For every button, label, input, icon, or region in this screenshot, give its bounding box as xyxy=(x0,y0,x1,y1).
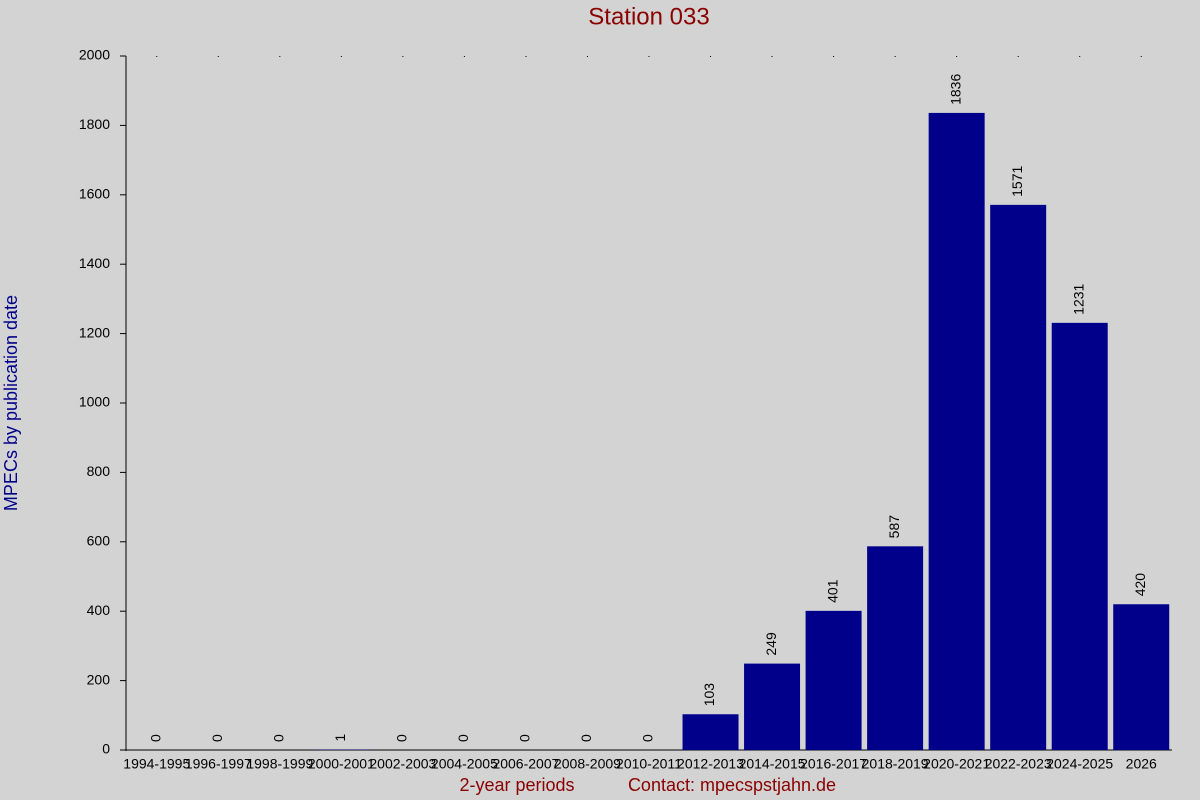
bar xyxy=(805,610,862,750)
value-label: 0 xyxy=(394,734,410,742)
y-axis-label: MPECs by publication date xyxy=(1,295,21,511)
bar xyxy=(1113,604,1170,750)
y-tick-label: 1800 xyxy=(79,116,110,132)
x-axis-label: 2-year periods xyxy=(459,775,574,795)
x-tick-label: 2012-2013 xyxy=(677,756,744,772)
value-label: 0 xyxy=(271,734,287,742)
bar xyxy=(682,714,739,750)
value-label: 0 xyxy=(147,734,163,742)
x-tick-label: 2026 xyxy=(1126,756,1157,772)
value-label: 103 xyxy=(701,683,717,707)
y-tick-label: 2000 xyxy=(79,47,110,63)
value-label: 1571 xyxy=(1009,166,1025,197)
y-tick-label: 0 xyxy=(102,741,110,757)
value-label: 0 xyxy=(517,734,533,742)
value-label: 1 xyxy=(332,734,348,742)
x-tick-label: 2022-2023 xyxy=(985,756,1052,772)
value-label: 0 xyxy=(209,734,225,742)
bar xyxy=(1051,322,1108,750)
bar xyxy=(928,112,985,750)
x-tick-label: 2010-2011 xyxy=(616,756,682,772)
y-tick-label: 600 xyxy=(87,533,111,549)
x-tick-label: 2002-2003 xyxy=(369,756,436,772)
y-tick-label: 800 xyxy=(87,463,111,479)
x-tick-label: 2024-2025 xyxy=(1046,756,1113,772)
value-label: 401 xyxy=(824,579,840,603)
value-label: 0 xyxy=(640,734,656,742)
y-tick-label: 200 xyxy=(87,671,111,687)
x-tick-label: 2016-2017 xyxy=(800,756,867,772)
x-tick-label: 2020-2021 xyxy=(923,756,990,772)
bar xyxy=(990,204,1047,750)
y-tick-label: 1400 xyxy=(79,255,110,271)
x-tick-label: 2008-2009 xyxy=(554,756,621,772)
y-tick-label: 1000 xyxy=(79,394,110,410)
chart-title: Station 033 xyxy=(588,3,709,30)
value-label: 1836 xyxy=(947,74,963,105)
value-label: 0 xyxy=(578,734,594,742)
value-label: 1231 xyxy=(1070,283,1086,314)
value-label: 249 xyxy=(763,632,779,656)
contact: Contact: mpecspstjahn.de xyxy=(628,775,836,795)
y-tick-label: 1600 xyxy=(79,186,110,202)
x-tick-label: 2004-2005 xyxy=(431,756,498,772)
value-label: 587 xyxy=(886,515,902,539)
bar xyxy=(867,546,924,750)
y-tick-label: 1200 xyxy=(79,324,110,340)
bar xyxy=(744,663,801,750)
x-tick-label: 1996-1997 xyxy=(185,756,252,772)
x-tick-label: 2006-2007 xyxy=(492,756,559,772)
x-tick-label: 1998-1999 xyxy=(246,756,313,772)
x-tick-label: 2014-2015 xyxy=(739,756,806,772)
value-label: 420 xyxy=(1132,573,1148,597)
x-tick-label: 1994-1995 xyxy=(123,756,190,772)
x-tick-label: 2000-2001 xyxy=(308,756,375,772)
value-label: 0 xyxy=(455,734,471,742)
x-tick-label: 2018-2019 xyxy=(862,756,929,772)
y-tick-label: 400 xyxy=(87,602,111,618)
